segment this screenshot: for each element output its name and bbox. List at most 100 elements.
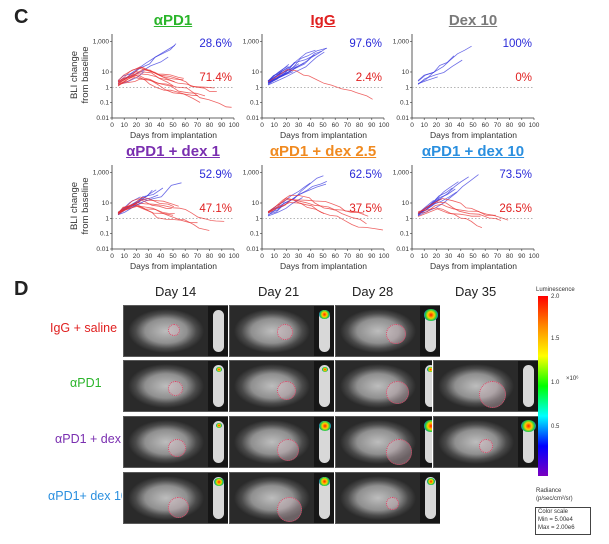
x-tick-label: 20 bbox=[433, 253, 441, 260]
trace-responding bbox=[117, 74, 232, 108]
imaging-tile bbox=[122, 471, 229, 525]
xlabel-3: Days from implantation bbox=[130, 261, 217, 271]
row-label-apd1-dex10: αPD1+ dex 10 bbox=[48, 489, 128, 503]
trace-responding bbox=[418, 203, 496, 216]
mri-slice bbox=[336, 361, 420, 411]
trace-responding bbox=[417, 208, 483, 228]
x-tick-label: 30 bbox=[145, 253, 153, 260]
mouse-bli bbox=[518, 417, 538, 467]
xlabel-5: Days from implantation bbox=[430, 261, 517, 271]
plot-title: αPD1 + dex 1 bbox=[126, 143, 220, 160]
trace-progressing bbox=[267, 205, 283, 215]
colorbar-exponent: ×10⁶ bbox=[566, 376, 579, 382]
percent-progressing: 100% bbox=[502, 38, 532, 50]
x-tick-label: 70 bbox=[194, 122, 202, 129]
trace-responding bbox=[117, 66, 215, 89]
ylabel-line2: from baseline bbox=[80, 46, 91, 104]
imaging-tile bbox=[122, 304, 229, 358]
mouse-bli bbox=[314, 361, 334, 411]
mouse-body bbox=[213, 365, 224, 407]
tumor-lesion bbox=[277, 381, 296, 400]
y-tick-label: 0.1 bbox=[400, 100, 409, 107]
tumor-lesion bbox=[277, 439, 299, 461]
x-tick-label: 90 bbox=[518, 253, 526, 260]
x-tick-label: 10 bbox=[421, 253, 429, 260]
x-tick-label: 30 bbox=[295, 122, 303, 129]
x-tick-label: 100 bbox=[529, 253, 540, 260]
percent-responding: 2.4% bbox=[355, 72, 382, 84]
y-tick-label: 1 bbox=[105, 84, 109, 91]
mri-slice bbox=[230, 417, 314, 467]
x-tick-label: 60 bbox=[482, 122, 490, 129]
tumor-lesion bbox=[386, 497, 399, 510]
y-tick-label: 1,000 bbox=[393, 169, 410, 176]
bli-plot-2: Dex 10 100% 0% 1,000 10 1 0.1 0.01 0 10 20 30 40 50 60… bbox=[393, 12, 540, 129]
x-tick-label: 30 bbox=[295, 253, 303, 260]
plot-title: IgG bbox=[310, 12, 336, 29]
mouse-bli bbox=[208, 417, 228, 467]
x-tick-label: 50 bbox=[169, 253, 177, 260]
imaging-tile bbox=[334, 304, 441, 358]
y-tick-label: 0.1 bbox=[250, 231, 259, 238]
xlabel-4: Days from implantation bbox=[280, 261, 367, 271]
bli-plot-3: αPD1 + dex 1 52.9% 47.1% 1,000 10 1 0.1 0.01 0 10… bbox=[93, 143, 240, 260]
trace-progressing bbox=[267, 183, 327, 216]
trace-responding bbox=[417, 201, 502, 221]
x-tick-label: 70 bbox=[344, 122, 352, 129]
y-tick-label: 0.1 bbox=[400, 231, 409, 238]
x-tick-label: 10 bbox=[271, 122, 279, 129]
colorbar-radiance: Radiance bbox=[536, 488, 562, 494]
x-tick-label: 30 bbox=[145, 122, 153, 129]
colorbar-units: (p/sec/cm²/sr) bbox=[536, 496, 573, 502]
y-tick-label: 1,000 bbox=[93, 169, 110, 176]
y-tick-label: 1 bbox=[405, 84, 409, 91]
imaging-tile bbox=[432, 415, 539, 469]
plot-svg: 1,000 10 1 0.1 0.010 10 20 30 40 50 60 70 80 90 100 bbox=[93, 165, 240, 260]
row-label-apd1-dex1: αPD1 + dex 1 bbox=[55, 432, 132, 446]
y-tick-label: 1 bbox=[255, 84, 259, 91]
trace-responding bbox=[117, 66, 184, 81]
mouse-bli bbox=[208, 473, 228, 523]
y-tick-label: 1 bbox=[105, 215, 109, 222]
x-tick-label: 40 bbox=[457, 253, 465, 260]
imaging-tile bbox=[122, 359, 229, 413]
mouse-body bbox=[213, 310, 224, 352]
x-tick-label: 80 bbox=[356, 253, 364, 260]
trace-progressing bbox=[267, 51, 325, 86]
tumor-lesion bbox=[168, 324, 180, 336]
trace-responding bbox=[118, 78, 206, 97]
colorbar-tick-3: 0.5 bbox=[551, 424, 560, 430]
panel-letter-d: D bbox=[14, 278, 29, 300]
trace-responding bbox=[117, 199, 172, 214]
ylabel-row2: BLI change from baseline bbox=[69, 166, 91, 246]
percent-progressing: 28.6% bbox=[199, 38, 232, 50]
tumor-lesion bbox=[386, 324, 406, 344]
y-tick-label: 0.01 bbox=[246, 246, 259, 253]
mri-slice bbox=[124, 417, 208, 467]
x-tick-label: 100 bbox=[379, 253, 390, 260]
percent-responding: 0% bbox=[515, 72, 532, 84]
x-tick-label: 20 bbox=[283, 122, 291, 129]
mri-slice bbox=[336, 417, 420, 467]
row-label-apd1: αPD1 bbox=[70, 376, 102, 390]
colorbar-gradient bbox=[538, 296, 548, 476]
y-tick-label: 0.01 bbox=[96, 246, 109, 253]
mri-slice bbox=[230, 306, 314, 356]
bli-signal bbox=[213, 477, 224, 486]
x-tick-label: 100 bbox=[529, 122, 540, 129]
tumor-lesion bbox=[168, 439, 186, 457]
x-tick-label: 0 bbox=[110, 122, 114, 129]
colorbar-tick-1: 1.5 bbox=[551, 336, 560, 342]
y-tick-label: 0.1 bbox=[250, 100, 259, 107]
x-tick-label: 50 bbox=[469, 122, 477, 129]
trace-responding bbox=[117, 71, 217, 92]
x-tick-label: 60 bbox=[332, 253, 340, 260]
bli-signal bbox=[521, 420, 536, 432]
imaging-tile bbox=[122, 415, 229, 469]
x-tick-label: 20 bbox=[133, 253, 141, 260]
x-tick-label: 80 bbox=[206, 253, 214, 260]
mri-slice bbox=[124, 306, 208, 356]
x-tick-label: 0 bbox=[260, 122, 264, 129]
plot-title: Dex 10 bbox=[448, 12, 498, 29]
ylabel-row1: BLI change from baseline bbox=[69, 35, 91, 115]
